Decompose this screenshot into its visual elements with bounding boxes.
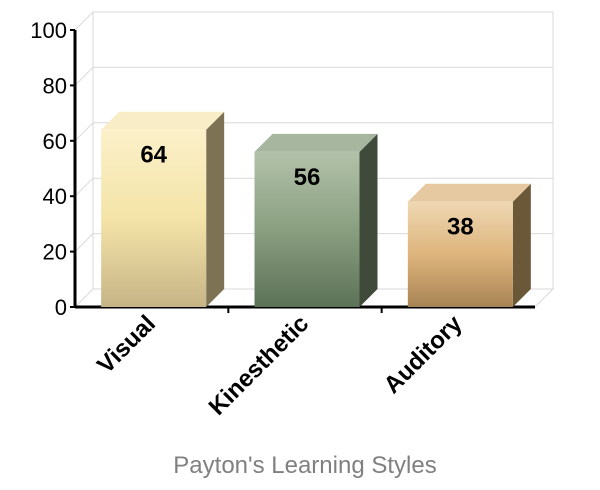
bar-front-face (254, 151, 360, 307)
grid-lines (74, 11, 553, 252)
y-tick-label: 100 (30, 18, 67, 43)
y-tick-label: 40 (43, 184, 67, 209)
grid-line (74, 233, 553, 252)
bar-top-face (407, 183, 531, 202)
bars: 64 56 38 (101, 111, 531, 307)
grid-line (74, 11, 553, 31)
bar-visual: 64 (101, 111, 225, 307)
category-label: Auditory (379, 310, 468, 399)
grid-line (74, 122, 553, 142)
category-labels: Visual Kinesthetic Auditory (92, 310, 468, 421)
bar-top-face (254, 133, 378, 152)
category-label: Visual (92, 310, 161, 379)
bar-side-face (206, 111, 225, 307)
grid-line (74, 177, 553, 197)
data-label: 56 (294, 164, 321, 191)
y-tick-label: 80 (43, 73, 67, 98)
bar-front-face (101, 129, 207, 307)
category-label: Kinesthetic (204, 310, 315, 421)
bar-kinesthetic: 56 (254, 133, 378, 307)
data-label: 64 (140, 142, 167, 169)
y-tick-labels: 0 20 40 60 80 100 (30, 18, 67, 320)
x-axis-label: Payton's Learning Styles (173, 452, 436, 479)
y-tick-label: 0 (55, 295, 67, 320)
bar-side-face (512, 183, 531, 307)
bar-front-face (407, 201, 513, 307)
y-tick-label: 20 (43, 240, 67, 265)
data-label: 38 (447, 214, 474, 241)
bar-top-face (101, 111, 225, 130)
grid-line (74, 66, 553, 86)
bar-side-face (359, 133, 378, 307)
bar-auditory: 38 (407, 183, 531, 307)
y-tick-label: 60 (43, 129, 67, 154)
